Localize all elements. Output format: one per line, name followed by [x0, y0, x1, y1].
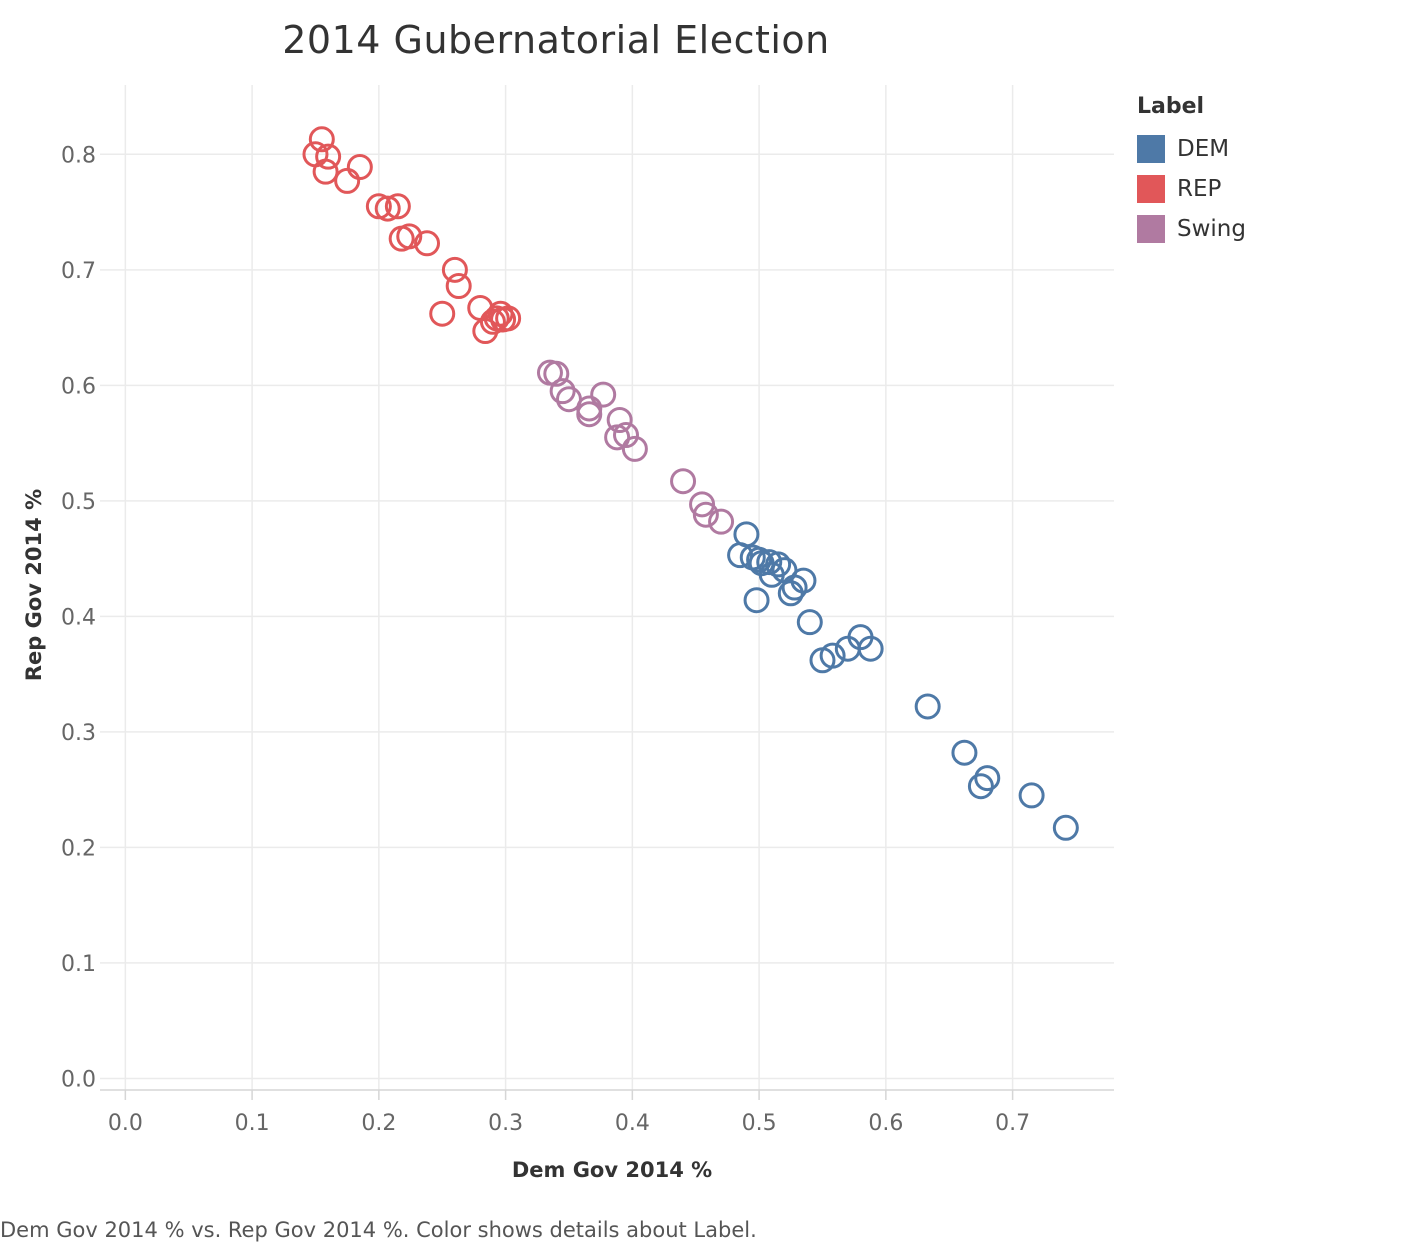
data-point-rep[interactable]	[334, 167, 361, 194]
y-tick-label: 0.6	[61, 374, 96, 399]
data-points	[302, 126, 1079, 841]
data-point-dem[interactable]	[951, 739, 978, 766]
legend-item-swing[interactable]: Swing	[1137, 209, 1246, 249]
x-tick-label: 0.5	[742, 1111, 777, 1136]
data-point-rep[interactable]	[315, 143, 342, 170]
data-point-rep[interactable]	[414, 230, 441, 257]
y-tick-label: 0.3	[61, 721, 96, 746]
data-point-dem[interactable]	[796, 609, 823, 636]
data-point-dem[interactable]	[765, 551, 792, 578]
legend-label-dem: DEM	[1177, 136, 1230, 162]
data-point-dem[interactable]	[967, 773, 994, 800]
data-point-rep[interactable]	[308, 126, 335, 153]
data-point-dem[interactable]	[1018, 782, 1045, 809]
x-tick-label: 0.4	[615, 1111, 650, 1136]
data-point-rep[interactable]	[445, 273, 472, 299]
data-point-rep[interactable]	[346, 154, 373, 181]
x-axis-title: Dem Gov 2014 %	[512, 1158, 712, 1182]
data-point-dem[interactable]	[974, 765, 1001, 792]
data-point-rep[interactable]	[374, 195, 401, 222]
chart-title: 2014 Gubernatorial Election	[282, 18, 830, 62]
data-point-dem[interactable]	[914, 693, 941, 720]
data-point-dem[interactable]	[790, 567, 817, 594]
data-point-swing[interactable]	[576, 395, 603, 422]
y-axis-title: Rep Gov 2014 %	[22, 489, 46, 681]
axes: 0.0 0.1 0.2 0.3 0.4 0.5 0.6 0.7 0.0 0.1 0.2 0.3 0.4 0…	[61, 143, 1114, 1136]
x-tick-label: 0.7	[995, 1111, 1030, 1136]
y-tick-label: 0.0	[61, 1067, 96, 1092]
legend-item-rep[interactable]: REP	[1137, 169, 1246, 209]
data-point-swing[interactable]	[621, 435, 648, 462]
data-point-swing[interactable]	[708, 508, 735, 535]
data-point-swing[interactable]	[613, 422, 640, 449]
x-tick-label: 0.1	[235, 1111, 270, 1136]
y-tick-label: 0.1	[61, 952, 96, 977]
data-point-swing[interactable]	[543, 360, 570, 387]
y-tick-label: 0.8	[61, 143, 96, 168]
data-point-dem[interactable]	[746, 546, 773, 573]
data-point-swing[interactable]	[692, 501, 719, 528]
data-point-rep[interactable]	[479, 308, 506, 335]
x-tick-label: 0.6	[868, 1111, 903, 1136]
x-tick-label: 0.2	[361, 1111, 396, 1136]
data-point-rep[interactable]	[429, 300, 456, 327]
y-tick-label: 0.7	[61, 259, 96, 284]
data-point-swing[interactable]	[606, 407, 633, 433]
data-point-rep[interactable]	[312, 158, 339, 185]
x-tick-label: 0.3	[488, 1111, 523, 1136]
data-point-dem[interactable]	[1052, 814, 1079, 841]
data-point-swing[interactable]	[549, 378, 576, 405]
data-point-dem[interactable]	[781, 574, 808, 601]
legend-swatch-dem	[1137, 135, 1165, 163]
y-tick-label: 0.2	[61, 836, 96, 861]
data-point-rep[interactable]	[384, 193, 411, 220]
data-point-rep[interactable]	[495, 305, 522, 332]
legend-label-rep: REP	[1177, 176, 1222, 202]
legend-label-swing: Swing	[1177, 216, 1246, 242]
gridlines	[100, 85, 1114, 1090]
legend: Label DEM REP Swing	[1137, 94, 1246, 249]
data-point-swing[interactable]	[670, 468, 697, 495]
legend-swatch-rep	[1137, 175, 1165, 203]
data-point-dem[interactable]	[819, 642, 846, 669]
data-point-dem[interactable]	[743, 587, 770, 614]
legend-item-dem[interactable]: DEM	[1137, 129, 1246, 169]
y-tick-label: 0.5	[61, 490, 96, 515]
data-point-rep[interactable]	[396, 223, 423, 250]
legend-swatch-swing	[1137, 215, 1165, 243]
x-tick-label: 0.0	[108, 1111, 143, 1136]
data-point-swing[interactable]	[590, 381, 617, 408]
data-point-rep[interactable]	[441, 256, 468, 283]
chart-caption: Dem Gov 2014 % vs. Rep Gov 2014 %. Color…	[0, 1218, 757, 1242]
legend-title: Label	[1137, 94, 1205, 119]
data-point-dem[interactable]	[777, 580, 804, 607]
y-tick-label: 0.4	[61, 605, 96, 630]
data-point-swing[interactable]	[576, 401, 603, 428]
data-point-dem[interactable]	[857, 635, 884, 662]
